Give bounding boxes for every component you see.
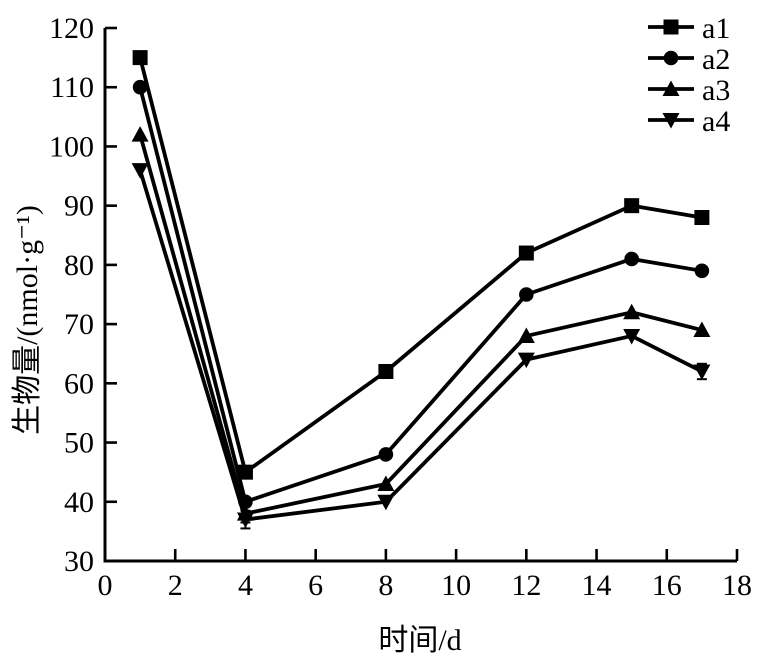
x-tick-label: 18 <box>722 569 752 602</box>
series-line-a3 <box>138 134 703 516</box>
data-point-a4 <box>236 512 254 529</box>
y-tick-label: 30 <box>64 545 94 578</box>
error-bars <box>240 362 707 530</box>
legend-item-a2: a2 <box>648 43 730 76</box>
x-tick-label: 6 <box>308 569 323 602</box>
y-axis-title: 生物量/(nmol·g⁻¹) <box>11 205 44 435</box>
legend-label: a1 <box>702 12 730 45</box>
legend-marker-square <box>663 19 679 35</box>
data-point-a2 <box>519 287 534 302</box>
data-point-a1 <box>132 50 148 66</box>
data-point-a1 <box>237 464 253 480</box>
series-a4 <box>131 163 711 529</box>
legend-item-a1: a1 <box>648 12 730 45</box>
y-tick-label: 90 <box>64 190 94 223</box>
series-a1 <box>132 50 710 480</box>
x-axis-title: 时间/d <box>378 624 462 657</box>
legend-item-a3: a3 <box>648 74 730 107</box>
y-tick-label: 120 <box>49 12 94 45</box>
series-a3 <box>131 126 711 521</box>
x-tick-label: 0 <box>98 569 113 602</box>
x-tick-label: 2 <box>168 569 183 602</box>
y-tick-label: 100 <box>49 130 94 163</box>
data-point-a2 <box>132 79 148 95</box>
data-point-a1 <box>378 363 394 379</box>
y-tick-label: 110 <box>50 71 94 104</box>
legend-marker-triangle-down <box>662 113 680 129</box>
data-point-a1 <box>694 210 710 226</box>
x-tick-label: 14 <box>582 569 612 602</box>
data-point-a1 <box>518 245 534 261</box>
y-tick-label: 70 <box>64 308 94 341</box>
legend-label: a3 <box>702 74 730 107</box>
data-point-a4 <box>377 494 395 511</box>
y-tick-label: 80 <box>64 249 94 282</box>
x-tick-label: 16 <box>652 569 682 602</box>
data-point-a3 <box>517 327 535 343</box>
x-tick-label: 4 <box>238 569 253 602</box>
legend-item-a4: a4 <box>648 105 730 138</box>
data-point-a2 <box>694 263 710 279</box>
data-point-a1 <box>624 198 640 214</box>
legend-label: a4 <box>702 105 730 138</box>
data-point-a3 <box>623 303 641 320</box>
legend-marker-triangle-up <box>662 80 680 96</box>
legend-label: a2 <box>702 43 730 76</box>
data-point-a3 <box>693 321 711 338</box>
legend-marker-circle <box>663 50 679 66</box>
series-line-a4 <box>138 169 703 522</box>
data-point-a4 <box>623 328 641 345</box>
data-point-a3 <box>131 126 149 142</box>
data-point-a4 <box>517 352 535 369</box>
series-line-a1 <box>138 57 703 476</box>
x-tick-label: 10 <box>441 569 471 602</box>
y-tick-label: 50 <box>64 427 94 460</box>
data-point-a4 <box>693 364 711 380</box>
y-tick-label: 60 <box>64 367 94 400</box>
data-point-a4 <box>131 163 149 179</box>
axes: 30 40 50 60 70 80 90 100 110 120 0 2 4 6 8 10 12 14 16 18 <box>49 12 752 602</box>
data-point-a2 <box>624 251 639 267</box>
x-tick-label: 12 <box>511 569 541 602</box>
series-line-a2 <box>138 86 703 505</box>
data-point-a2 <box>378 447 394 462</box>
y-tick-label: 40 <box>64 486 94 519</box>
x-tick-label: 8 <box>378 569 393 602</box>
data-point-a3 <box>377 475 395 492</box>
